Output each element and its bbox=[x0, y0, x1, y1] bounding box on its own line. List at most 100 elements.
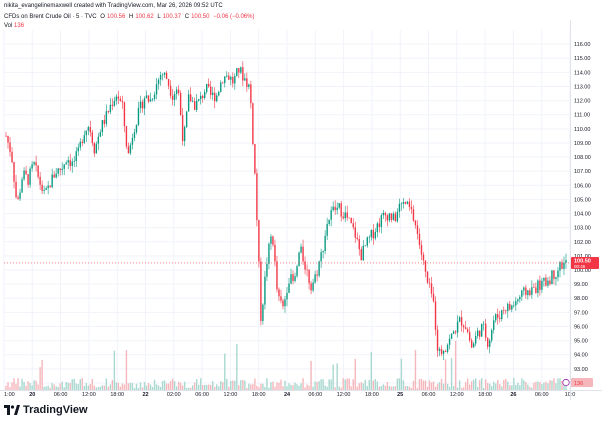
volume-bar bbox=[330, 379, 332, 390]
candle-body bbox=[43, 189, 45, 191]
volume-bar bbox=[111, 380, 114, 390]
volume-bar bbox=[91, 379, 94, 390]
candle-body bbox=[228, 75, 230, 80]
candle-body bbox=[67, 160, 69, 163]
volume-bar bbox=[547, 383, 549, 390]
y-tick-label: 94.00 bbox=[574, 353, 588, 359]
volume-bar bbox=[65, 381, 67, 390]
high-label: H bbox=[128, 14, 134, 20]
candle-body bbox=[378, 223, 381, 227]
volume-bar bbox=[204, 384, 206, 390]
candle-body bbox=[55, 173, 57, 178]
volume-bar bbox=[35, 380, 37, 390]
x-tick-label: 22 bbox=[142, 392, 148, 398]
candle-body bbox=[93, 143, 96, 154]
candle-body bbox=[400, 203, 403, 205]
volume-bar bbox=[159, 386, 162, 390]
candle-body bbox=[503, 310, 505, 311]
volume-bar bbox=[380, 386, 383, 390]
volume-bar bbox=[59, 383, 61, 390]
candle-body bbox=[422, 254, 425, 261]
candle-body bbox=[191, 101, 194, 102]
candle-body bbox=[71, 161, 73, 167]
candle-body bbox=[452, 331, 455, 334]
candle-body bbox=[505, 310, 507, 312]
volume-bar bbox=[173, 381, 176, 390]
volume-bar bbox=[491, 386, 493, 390]
volume-bar bbox=[328, 379, 330, 390]
volume-bar bbox=[344, 379, 346, 390]
volume-bar bbox=[298, 385, 300, 390]
candle-body bbox=[19, 192, 21, 199]
volume-bar bbox=[163, 380, 166, 390]
candle-body bbox=[41, 184, 43, 191]
candle-body bbox=[173, 94, 176, 100]
candle-body bbox=[284, 299, 286, 307]
candle-body bbox=[509, 303, 511, 310]
volume-bar bbox=[509, 385, 511, 390]
x-tick-label: 02:00 bbox=[167, 392, 181, 398]
volume-bar bbox=[310, 360, 312, 390]
volume-bar bbox=[119, 386, 122, 390]
volume-bar bbox=[561, 381, 563, 390]
candle-body bbox=[149, 99, 152, 102]
candle-body bbox=[33, 162, 35, 165]
candle-body bbox=[320, 252, 322, 262]
volume-bar bbox=[284, 380, 286, 390]
volume-bar bbox=[410, 387, 413, 390]
volume-bar bbox=[131, 383, 134, 390]
candle-body bbox=[266, 263, 268, 277]
volume-bar bbox=[396, 378, 399, 390]
volume-bar bbox=[527, 384, 529, 390]
volume-bar bbox=[43, 386, 45, 390]
last-price-value: 100.50 bbox=[574, 258, 591, 264]
volume-bar bbox=[29, 383, 31, 390]
candle-body bbox=[218, 91, 220, 96]
volume-badge bbox=[571, 378, 593, 387]
candle-body bbox=[308, 269, 310, 284]
candle-body bbox=[478, 330, 481, 337]
candle-body bbox=[23, 170, 25, 180]
volume-bar bbox=[541, 384, 543, 390]
volume-bar bbox=[55, 386, 57, 390]
volume-bar bbox=[222, 382, 224, 390]
volume-bar bbox=[266, 378, 268, 390]
volume-bar bbox=[246, 387, 248, 390]
volume-bar bbox=[382, 384, 385, 390]
volume-bar bbox=[272, 381, 274, 390]
volume-bar bbox=[472, 379, 475, 390]
candle-body bbox=[565, 260, 567, 263]
volume-bar bbox=[236, 343, 238, 390]
candle-body bbox=[557, 270, 559, 278]
volume-bar bbox=[125, 350, 128, 390]
candle-body bbox=[342, 216, 344, 219]
volume-bar bbox=[228, 386, 230, 390]
candle-body bbox=[430, 283, 433, 294]
volume-bar bbox=[462, 387, 465, 390]
candle-body bbox=[499, 317, 501, 320]
candle-body bbox=[438, 349, 441, 351]
candle-body bbox=[444, 351, 447, 352]
volume-bar bbox=[436, 383, 439, 390]
candle-body bbox=[222, 82, 224, 84]
volume-bar bbox=[242, 379, 244, 390]
x-tick-label: 06:00 bbox=[54, 392, 68, 398]
close-label: C bbox=[184, 14, 190, 20]
volume-bar bbox=[248, 383, 250, 390]
candle-body bbox=[202, 95, 204, 98]
candle-body bbox=[302, 246, 304, 262]
volume-bar bbox=[37, 384, 39, 390]
volume-bar bbox=[244, 380, 246, 390]
volume-bar bbox=[505, 378, 507, 390]
candle-body bbox=[434, 301, 437, 330]
volume-bar bbox=[470, 381, 473, 390]
volume-bar bbox=[109, 384, 112, 390]
volume-bar bbox=[121, 383, 124, 390]
tradingview-logo-text: TradingView bbox=[23, 404, 88, 416]
volume-bar bbox=[165, 383, 168, 390]
candle-body bbox=[256, 173, 258, 221]
volume-bar bbox=[438, 382, 441, 390]
candle-body bbox=[59, 168, 61, 171]
volume-bar bbox=[151, 386, 154, 390]
